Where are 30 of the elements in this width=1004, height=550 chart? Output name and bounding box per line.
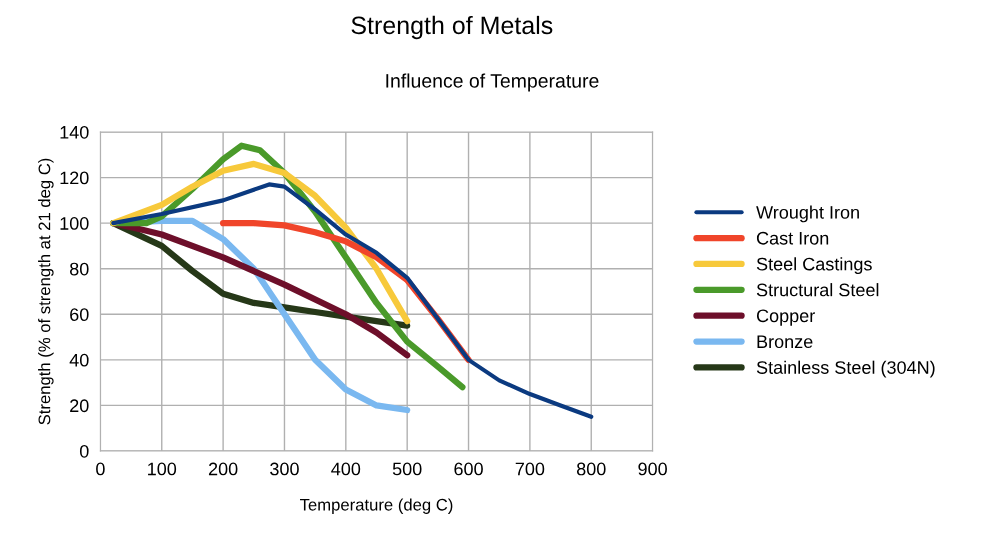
legend-label: Copper: [756, 309, 815, 326]
x-tick-label: 100: [148, 462, 177, 476]
legend-label: Structural Steel: [756, 283, 879, 297]
x-tick-label: 800: [576, 462, 606, 476]
y-tick-label: 80: [69, 262, 89, 276]
x-tick-label: 700: [515, 462, 545, 476]
y-tick-label: 60: [70, 308, 89, 322]
x-tick-label: 500: [392, 462, 422, 476]
legend-label: Cast Iron: [756, 231, 829, 245]
legend-label: Bronze: [757, 335, 813, 349]
x-tick-label: 0: [96, 462, 105, 476]
chart-subtitle: Influence of Temperature: [386, 73, 599, 92]
y-axis-title: Strength (% of strength at 21 deg C): [38, 158, 54, 425]
x-tick-label: 600: [454, 462, 483, 476]
y-tick-label: 40: [69, 353, 89, 367]
x-axis-title: Temperature (deg C): [300, 498, 453, 514]
y-tick-label: 20: [70, 399, 89, 413]
x-tick-label: 400: [331, 462, 361, 476]
legend-label: Steel Castings: [756, 257, 872, 275]
y-tick-label: 140: [60, 125, 89, 139]
chart-title: Strength of Metals: [351, 15, 553, 40]
x-tick-label: 900: [638, 462, 667, 476]
y-tick-label: 120: [60, 171, 89, 185]
legend-label: Stainless Steel (304N): [756, 360, 935, 378]
x-tick-label: 200: [208, 462, 238, 476]
legend-label: Wrought Iron: [756, 205, 859, 223]
y-tick-label: 0: [79, 444, 89, 458]
line-series: [111, 182, 594, 419]
x-tick-label: 300: [270, 462, 299, 476]
y-tick-label: 100: [60, 217, 89, 230]
